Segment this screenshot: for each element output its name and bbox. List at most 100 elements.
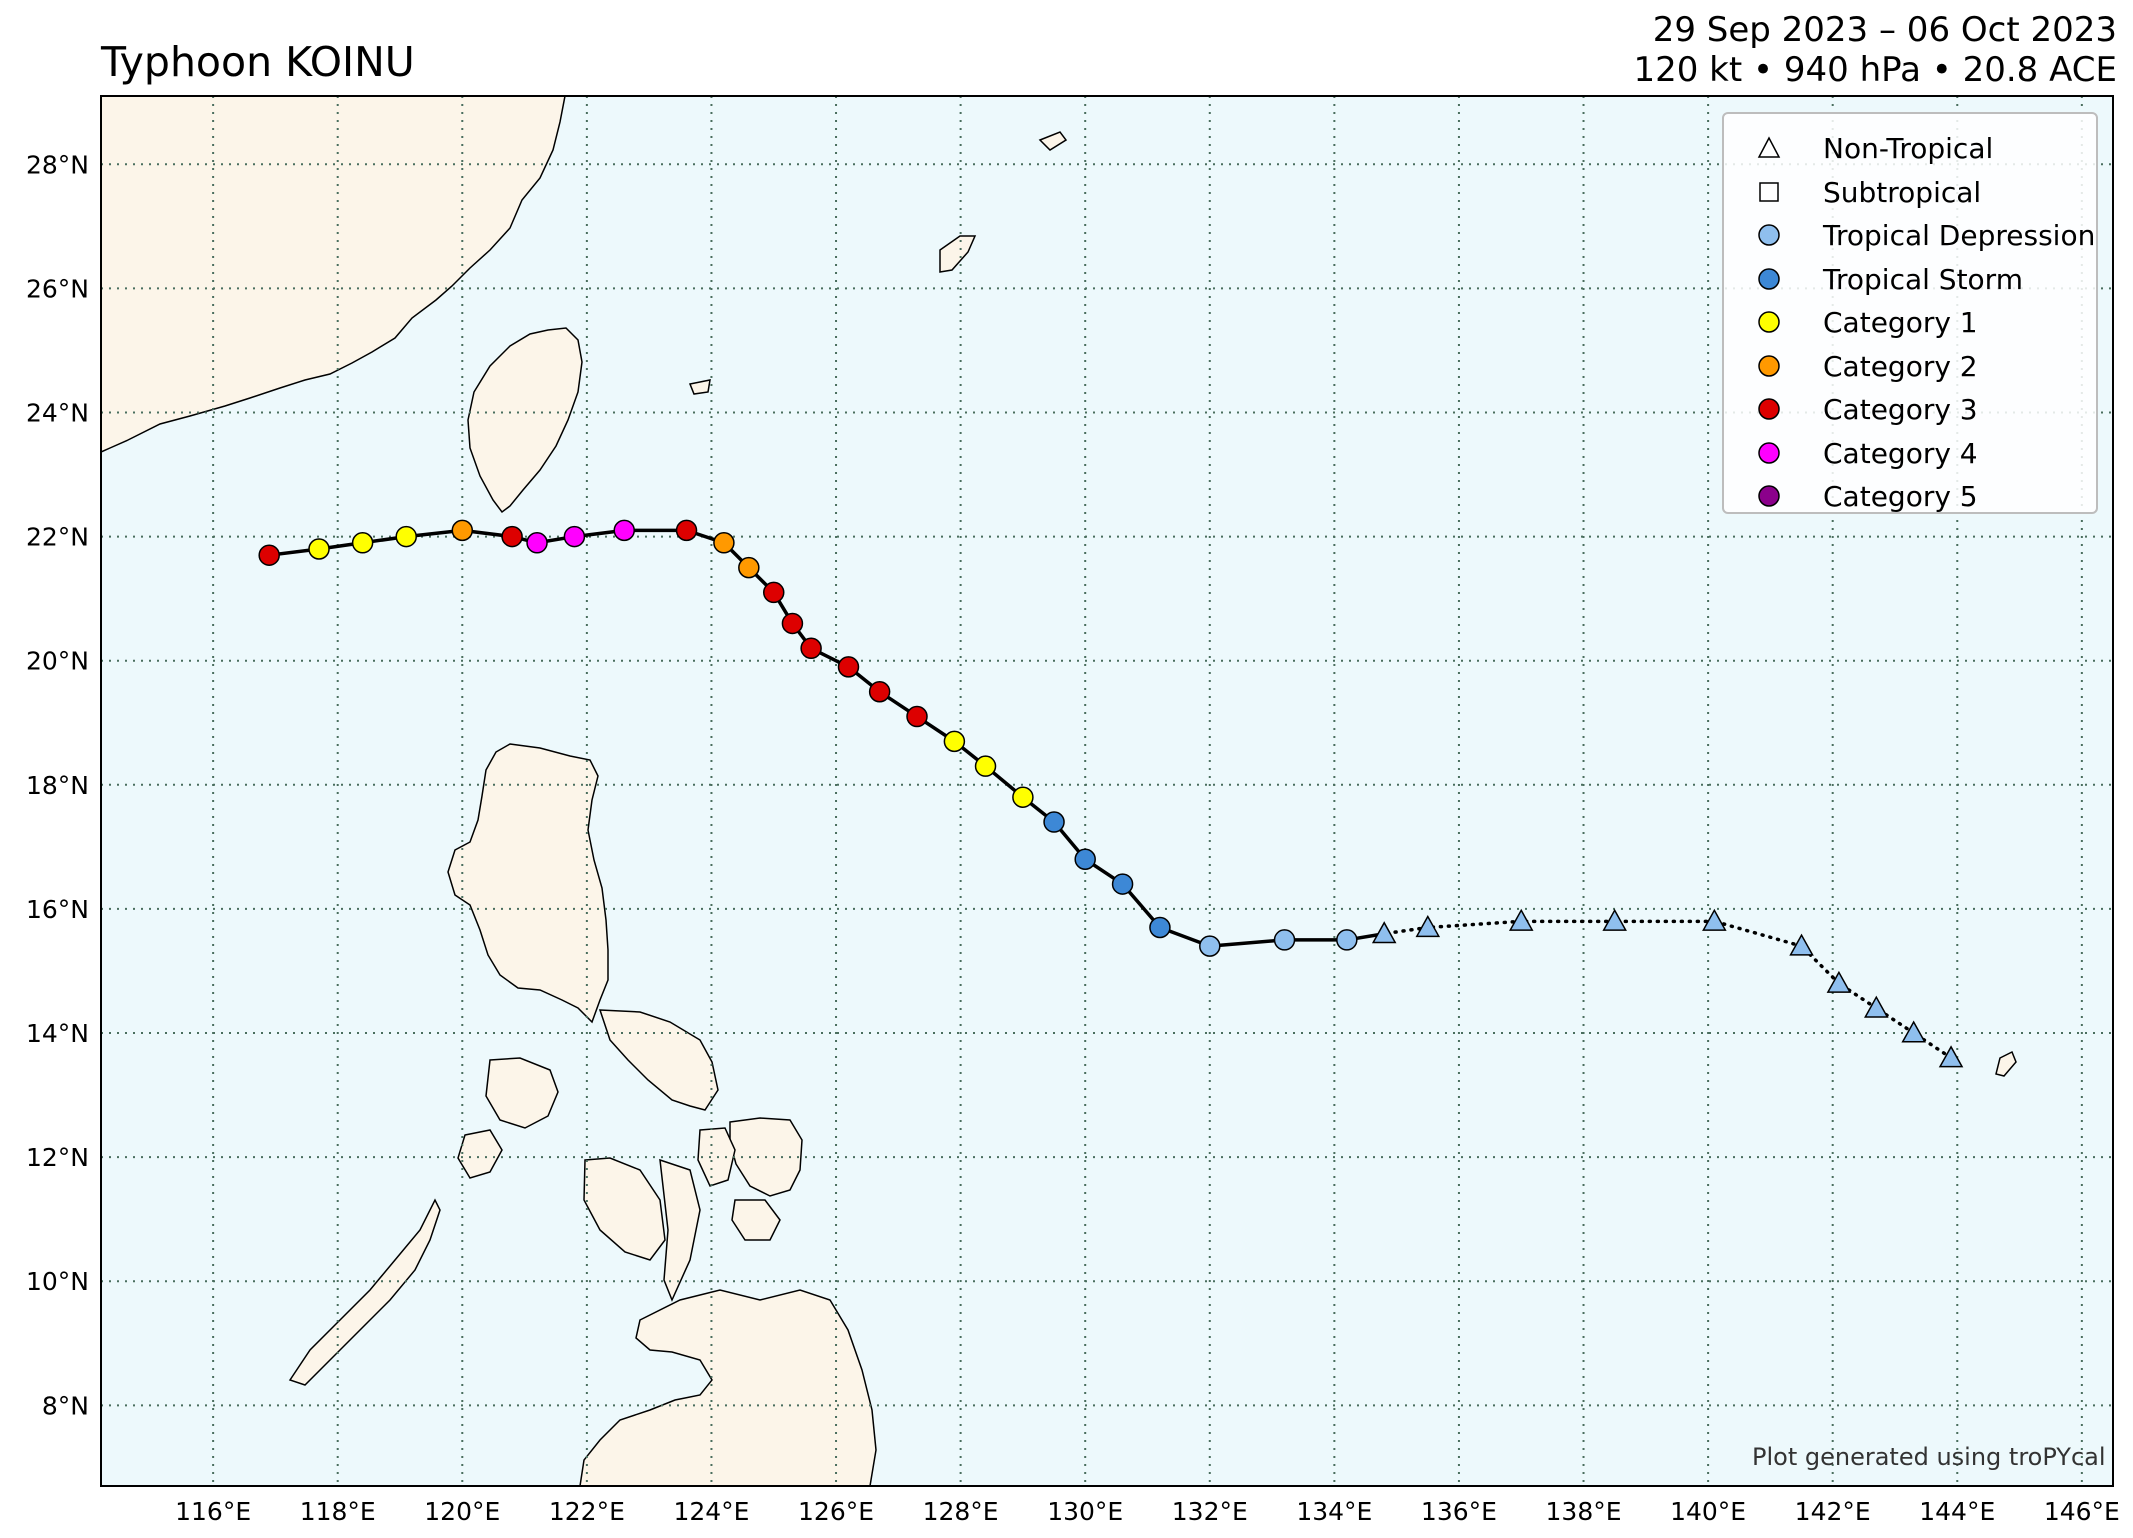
track-point-category-1 xyxy=(943,730,966,753)
track-point-tropical-storm xyxy=(1149,916,1171,939)
bohol-leyte-islands xyxy=(697,1127,781,1241)
credit-text: Plot generated using troPYcal xyxy=(1752,1443,2106,1471)
legend-label: Category 1 xyxy=(1823,306,1978,339)
track-point-category-2 xyxy=(738,556,760,579)
legend-item: Category 4 xyxy=(1724,433,2096,473)
track-segment xyxy=(1712,919,1804,948)
track-point-category-1 xyxy=(395,525,417,548)
circle-icon xyxy=(1758,485,1780,507)
land-layer xyxy=(101,96,2017,1486)
track-point-tropical-storm xyxy=(1111,873,1134,895)
square-icon xyxy=(1759,181,1779,202)
legend-label: Category 2 xyxy=(1823,349,1978,383)
track-point-category-3 xyxy=(762,581,785,604)
track-point-category-3 xyxy=(868,680,891,703)
track-point-category-3 xyxy=(800,637,822,660)
circle-icon xyxy=(1758,311,1780,333)
lon-tick-label: 120°E xyxy=(424,1497,500,1526)
legend-label: Tropical Depression xyxy=(1823,219,2096,252)
visayas-islands xyxy=(598,1009,719,1111)
legend-item: Category 3 xyxy=(1724,389,2096,429)
lat-tick-label: 12°N xyxy=(26,1143,89,1172)
circle-icon xyxy=(1758,398,1780,420)
track-point-category-2 xyxy=(713,532,735,554)
china-coast-land xyxy=(101,96,566,453)
panay-island xyxy=(485,1057,559,1129)
lon-tick-label: 146°E xyxy=(2044,1497,2120,1526)
track-point-category-3 xyxy=(675,519,698,542)
legend-label: Subtropical xyxy=(1823,175,1982,209)
track-point-category-1 xyxy=(351,532,374,554)
track-point-tropical-storm xyxy=(1074,848,1096,871)
small-island-1 xyxy=(1038,131,1068,151)
lon-tick-label: 138°E xyxy=(1546,1497,1622,1526)
track-point-non-tropical xyxy=(1371,921,1397,944)
legend-label: Category 5 xyxy=(1823,480,1978,513)
track-point-category-4 xyxy=(563,525,586,548)
legend-item: Non-Tropical xyxy=(1724,128,2096,168)
track-point-category-3 xyxy=(501,525,523,548)
track-point-category-4 xyxy=(613,519,635,542)
lon-tick-label: 122°E xyxy=(549,1497,625,1526)
lon-tick-label: 132°E xyxy=(1172,1497,1248,1526)
track-point-category-3 xyxy=(258,544,280,566)
track-point-category-3 xyxy=(906,705,928,728)
track-point-category-2 xyxy=(451,519,474,542)
lat-tick-label: 20°N xyxy=(26,647,89,676)
track-segment xyxy=(1874,1006,1916,1035)
track-point-non-tropical xyxy=(1826,970,1852,993)
legend-label: Category 4 xyxy=(1823,436,1978,470)
track-point-non-tropical xyxy=(1508,908,1534,931)
small-island-4 xyxy=(1995,1050,2017,1077)
lat-tick-label: 14°N xyxy=(26,1019,89,1048)
circle-icon xyxy=(1758,441,1780,464)
lat-tick-label: 26°N xyxy=(26,274,89,303)
luzon-island xyxy=(447,743,609,1024)
track-point-non-tropical xyxy=(1938,1045,1964,1068)
track-point-tropical-depression xyxy=(1199,935,1221,957)
track-point-non-tropical xyxy=(1789,933,1814,956)
track-segment xyxy=(1799,944,1841,986)
legend-item: Category 1 xyxy=(1724,302,2096,342)
lat-tick-label: 8°N xyxy=(42,1391,89,1420)
lon-tick-label: 140°E xyxy=(1670,1497,1746,1526)
circle-icon xyxy=(1758,354,1780,377)
lon-tick-label: 134°E xyxy=(1296,1497,1372,1526)
storm-stats: 120 kt • 940 hPa • 20.8 ACE xyxy=(1633,50,2117,90)
legend-item: Tropical Depression xyxy=(1724,215,2096,255)
lon-tick-label: 126°E xyxy=(798,1497,874,1526)
small-island-3 xyxy=(688,379,711,395)
legend-item: Category 5 xyxy=(1724,476,2096,516)
palawan-island xyxy=(288,1198,441,1386)
track-point-non-tropical xyxy=(1901,1020,1926,1043)
triangle-icon xyxy=(1757,136,1781,158)
lon-tick-label: 116°E xyxy=(175,1497,251,1526)
longitude-labels: 116°E 118°E 120°E 122°E 124°E 126°E 128°E 130°E… xyxy=(175,1497,2120,1526)
lat-tick-label: 24°N xyxy=(26,398,89,427)
track-point-tropical-depression xyxy=(1273,929,1296,951)
track-point-non-tropical xyxy=(1702,908,1727,931)
legend-label: Non-Tropical xyxy=(1823,132,1994,165)
track-point-non-tropical xyxy=(1864,995,1889,1018)
mindoro-island xyxy=(457,1129,503,1179)
track-segment xyxy=(1208,938,1287,948)
mindanao-island xyxy=(579,1289,877,1486)
circle-icon xyxy=(1758,267,1780,290)
legend-item: Category 2 xyxy=(1724,346,2096,386)
lat-tick-label: 16°N xyxy=(26,895,89,924)
taiwan-island xyxy=(467,327,583,514)
track-point-non-tropical xyxy=(1602,908,1627,931)
lon-tick-label: 130°E xyxy=(1047,1497,1123,1526)
lon-tick-label: 144°E xyxy=(1919,1497,1995,1526)
track-point-category-1 xyxy=(1012,786,1034,808)
plot-frame xyxy=(100,95,2114,1487)
latitude-labels: 8°N 10°N 12°N 14°N 16°N 18°N 20°N 22°N 24°N 26°N 2… xyxy=(26,150,89,1420)
lon-tick-label: 124°E xyxy=(673,1497,749,1526)
legend: Non-Tropical Subtropical Tropical Depressi… xyxy=(1722,112,2098,514)
negros-cebu-islands xyxy=(583,1157,701,1302)
lat-tick-label: 18°N xyxy=(26,771,89,800)
legend-item: Tropical Storm xyxy=(1724,259,2096,299)
track-segment xyxy=(1426,919,1523,930)
track-segment xyxy=(1911,1031,1953,1060)
lat-tick-label: 10°N xyxy=(26,1267,89,1296)
